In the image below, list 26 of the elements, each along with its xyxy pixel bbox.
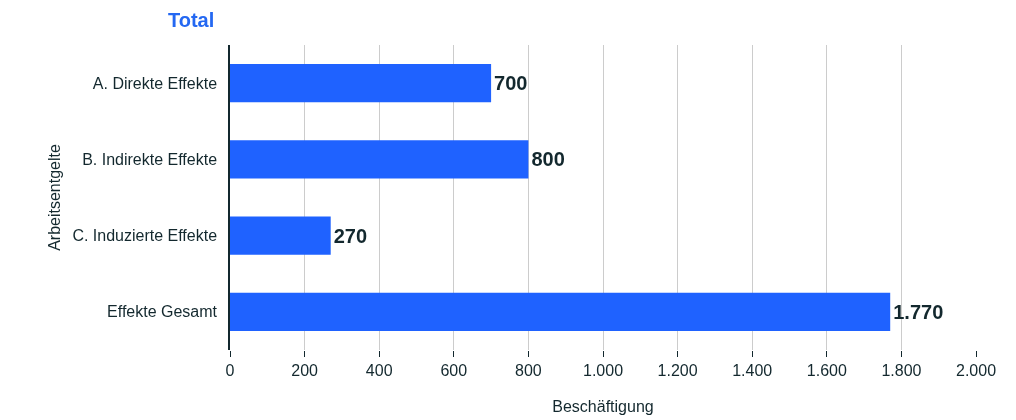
chart-title: Total	[168, 8, 215, 31]
x-tick-label: 0	[225, 362, 235, 380]
data-label: 700	[494, 72, 528, 95]
y-axis-title: Arbeitsentgelte	[45, 144, 63, 251]
data-label: 800	[531, 148, 565, 171]
data-label: 1.770	[893, 300, 944, 323]
bar	[230, 64, 492, 103]
x-tick-label: 600	[440, 362, 468, 380]
bar	[230, 216, 331, 255]
x-tick-label: 800	[515, 362, 542, 380]
x-tick-label: 200	[291, 362, 319, 380]
x-tick-label: 1.200	[657, 362, 698, 380]
x-tick-label: 1.000	[582, 362, 624, 380]
x-axis-title: Beschäftigung	[552, 397, 654, 415]
y-tick-label: B. Indirekte Effekte	[82, 150, 218, 168]
bar	[230, 140, 529, 179]
x-tick-label: 2.000	[955, 362, 997, 380]
y-tick-label: C. Induzierte Effekte	[72, 227, 218, 245]
x-tick-label: 400	[365, 362, 393, 380]
x-tick-label: 1.400	[732, 362, 773, 380]
x-tick-label: 1.800	[881, 362, 922, 380]
x-tick-label: 1.600	[806, 362, 847, 380]
y-tick-label: Effekte Gesamt	[107, 303, 218, 321]
bar	[230, 292, 891, 331]
y-tick-label: A. Direkte Effekte	[92, 74, 218, 92]
data-label: 270	[333, 224, 368, 247]
